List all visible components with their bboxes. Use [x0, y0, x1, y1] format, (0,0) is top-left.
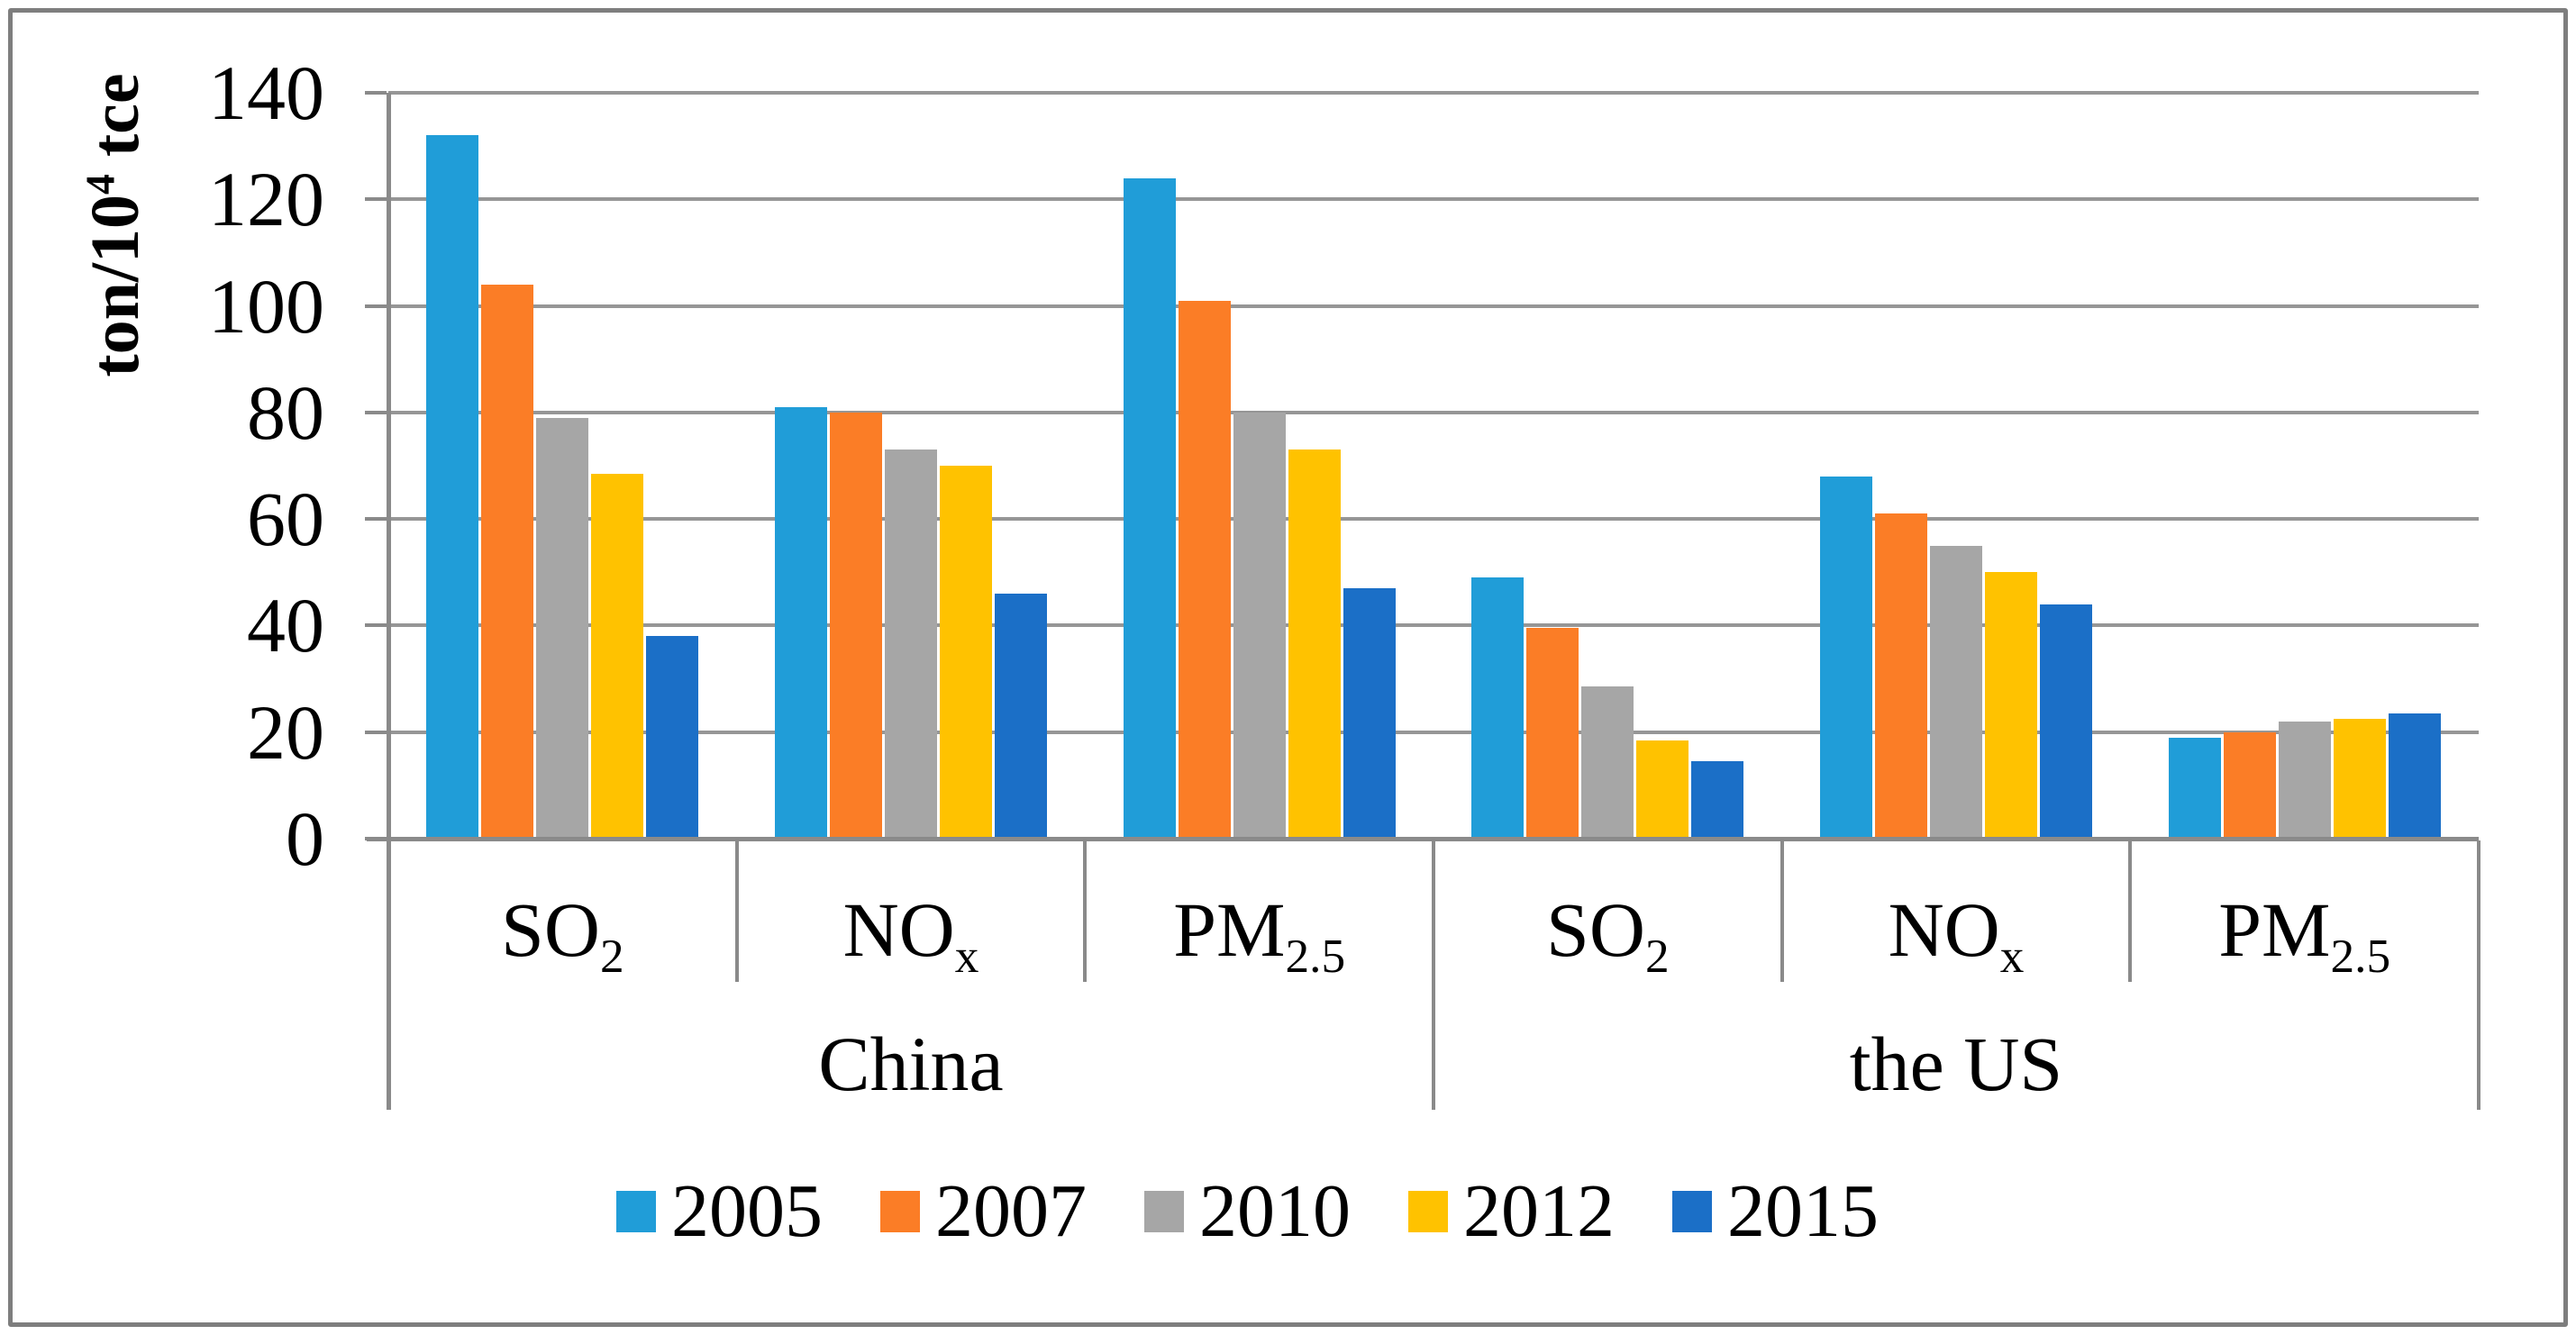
bar-2005-NOx-China	[775, 406, 827, 839]
gridline-40	[388, 623, 2479, 628]
y-tick-0	[365, 837, 387, 840]
y-tick-label-0: 0	[286, 795, 324, 882]
legend-swatch-2012	[1408, 1191, 1448, 1232]
y-axis-line	[387, 93, 391, 1110]
bar-2010-SO2-theUS	[1581, 686, 1634, 839]
legend-label-2010: 2010	[1199, 1169, 1351, 1253]
y-tick-label-20: 20	[247, 688, 324, 776]
legend-label-2007: 2007	[935, 1169, 1087, 1253]
bar-2005-SO2-theUS	[1471, 577, 1525, 839]
category-separator	[1780, 840, 1784, 982]
y-tick-label-40: 40	[247, 582, 324, 669]
legend-swatch-2005	[616, 1191, 656, 1232]
bar-2007-SO2-China	[481, 284, 534, 839]
country-separator	[1432, 840, 1435, 1110]
category-separator	[2128, 840, 2133, 982]
gridline-20	[388, 730, 2479, 734]
bar-2007-NOx-China	[830, 412, 882, 839]
bar-2012-SO2-theUS	[1636, 740, 1689, 839]
gridline-100	[388, 304, 2479, 308]
bar-2005-PM2.5-theUS	[2168, 737, 2221, 839]
y-tick-label-60: 60	[247, 476, 324, 563]
category-separator	[734, 840, 739, 982]
y-tick-20	[365, 730, 387, 734]
bar-2010-NOx-theUS	[1930, 545, 1982, 839]
category-label-PM2.5-China: PM2.5	[1173, 886, 1346, 984]
bar-2015-SO2-theUS	[1691, 761, 1744, 839]
bar-2007-PM2.5-China	[1178, 300, 1231, 839]
bar-2012-PM2.5-theUS	[2333, 718, 2386, 839]
category-label-NOx-theUS: NOx	[1888, 886, 2025, 984]
legend-item-2015: 2015	[1672, 1174, 1879, 1249]
figure-border	[8, 8, 2568, 1327]
gridline-80	[388, 410, 2479, 414]
gridline-120	[388, 197, 2479, 202]
y-tick-60	[365, 517, 387, 522]
y-tick-40	[365, 623, 387, 628]
bar-2010-SO2-China	[536, 417, 589, 839]
bar-2010-NOx-China	[885, 450, 937, 839]
legend-item-2005: 2005	[616, 1174, 823, 1249]
bar-2005-SO2-China	[426, 135, 479, 839]
y-tick-label-100: 100	[208, 262, 324, 350]
category-label-SO2-theUS: SO2	[1546, 886, 1670, 984]
bar-2005-PM2.5-China	[1123, 177, 1176, 839]
y-tick-140	[365, 91, 387, 95]
category-label-PM2.5-theUS: PM2.5	[2218, 886, 2391, 984]
y-tick-label-80: 80	[247, 368, 324, 456]
bar-2015-NOx-China	[995, 593, 1047, 839]
legend-swatch-2007	[880, 1191, 920, 1232]
category-label-SO2-China: SO2	[501, 886, 624, 984]
legend-item-2012: 2012	[1408, 1174, 1615, 1249]
bar-2012-NOx-theUS	[1985, 572, 2037, 839]
bar-2010-PM2.5-theUS	[2278, 721, 2331, 839]
bar-2007-PM2.5-theUS	[2223, 731, 2276, 839]
bar-2007-SO2-theUS	[1526, 628, 1579, 839]
legend-label-2012: 2012	[1463, 1169, 1615, 1253]
bar-2007-NOx-theUS	[1875, 513, 1927, 839]
bar-2015-PM2.5-China	[1343, 588, 1396, 839]
y-tick-label-120: 120	[208, 156, 324, 243]
bar-2015-PM2.5-theUS	[2388, 713, 2441, 839]
axis-end-separator	[2477, 840, 2480, 1110]
gridline-60	[388, 517, 2479, 522]
bar-2012-NOx-China	[940, 466, 992, 839]
legend-swatch-2015	[1672, 1191, 1712, 1232]
bar-2010-PM2.5-China	[1233, 412, 1286, 839]
y-tick-100	[365, 304, 387, 308]
category-label-NOx-China: NOx	[842, 886, 979, 984]
category-separator	[1083, 840, 1088, 982]
y-tick-120	[365, 197, 387, 202]
legend-swatch-2010	[1144, 1191, 1184, 1232]
country-label-theUS: the US	[1849, 1021, 2063, 1107]
bar-2015-SO2-China	[646, 636, 699, 839]
bar-2012-PM2.5-China	[1288, 450, 1341, 839]
legend-label-2015: 2015	[1727, 1169, 1879, 1253]
y-tick-80	[365, 410, 387, 414]
legend-item-2007: 2007	[880, 1174, 1087, 1249]
legend-label-2005: 2005	[671, 1169, 823, 1253]
bar-2015-NOx-theUS	[2040, 604, 2092, 839]
gridline-140	[388, 91, 2479, 95]
bar-2005-NOx-theUS	[1820, 476, 1872, 839]
bar-2012-SO2-China	[591, 473, 644, 839]
y-tick-label-140: 140	[208, 50, 324, 136]
x-axis-line	[367, 837, 2479, 841]
legend-item-2010: 2010	[1144, 1174, 1351, 1249]
legend: 2005 2007 2010 2012 2015	[0, 1174, 2535, 1249]
country-label-China: China	[818, 1021, 1004, 1107]
